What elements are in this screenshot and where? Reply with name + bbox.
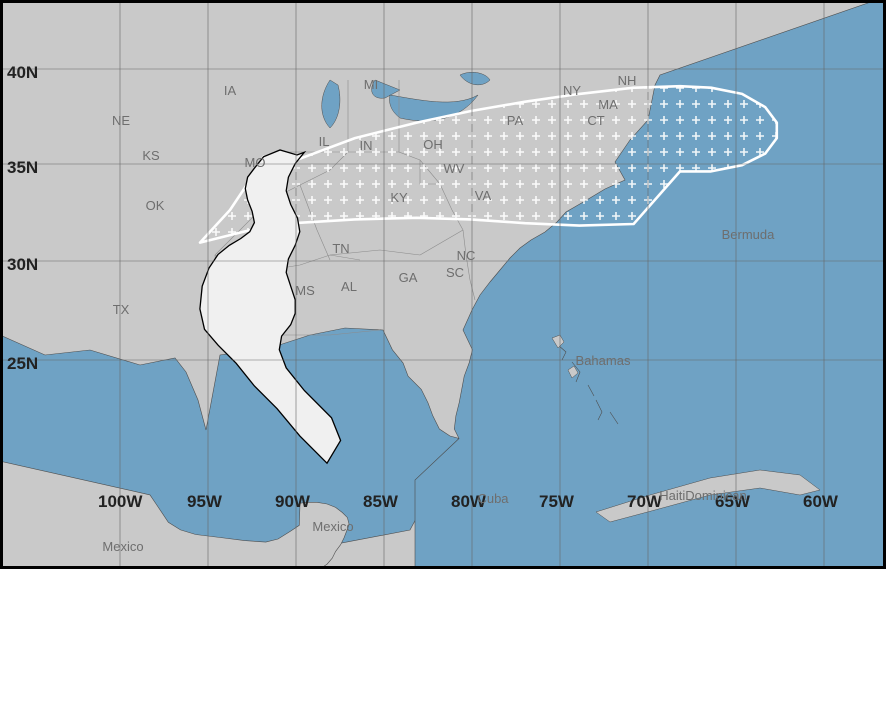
svg-text:KS: KS (142, 148, 160, 163)
svg-text:MA: MA (598, 97, 618, 112)
svg-text:IL: IL (319, 134, 330, 149)
svg-text:GA: GA (399, 270, 418, 285)
svg-text:OK: OK (146, 198, 165, 213)
svg-text:NH: NH (618, 73, 637, 88)
svg-text:NC: NC (457, 248, 476, 263)
svg-text:HaitiDominican: HaitiDominican (659, 488, 746, 503)
svg-text:MS: MS (295, 283, 315, 298)
svg-text:VA: VA (475, 188, 492, 203)
svg-text:PA: PA (507, 113, 524, 128)
svg-text:MO: MO (245, 155, 266, 170)
svg-text:Cuba: Cuba (477, 491, 509, 506)
svg-text:Mexico: Mexico (102, 539, 143, 554)
svg-text:IN: IN (360, 138, 373, 153)
svg-text:TN: TN (332, 241, 349, 256)
svg-text:NY: NY (563, 83, 581, 98)
svg-text:KY: KY (390, 190, 408, 205)
svg-text:Bahamas: Bahamas (576, 353, 631, 368)
svg-text:IA: IA (224, 83, 237, 98)
svg-text:TX: TX (113, 302, 130, 317)
svg-text:WV: WV (444, 161, 465, 176)
svg-text:AL: AL (341, 279, 357, 294)
svg-text:NE: NE (112, 113, 130, 128)
svg-text:OH: OH (423, 137, 443, 152)
svg-text:Bermuda: Bermuda (722, 227, 776, 242)
svg-text:SC: SC (446, 265, 464, 280)
svg-text:CT: CT (587, 113, 604, 128)
svg-text:MI: MI (364, 77, 378, 92)
svg-text:Mexico: Mexico (312, 519, 353, 534)
